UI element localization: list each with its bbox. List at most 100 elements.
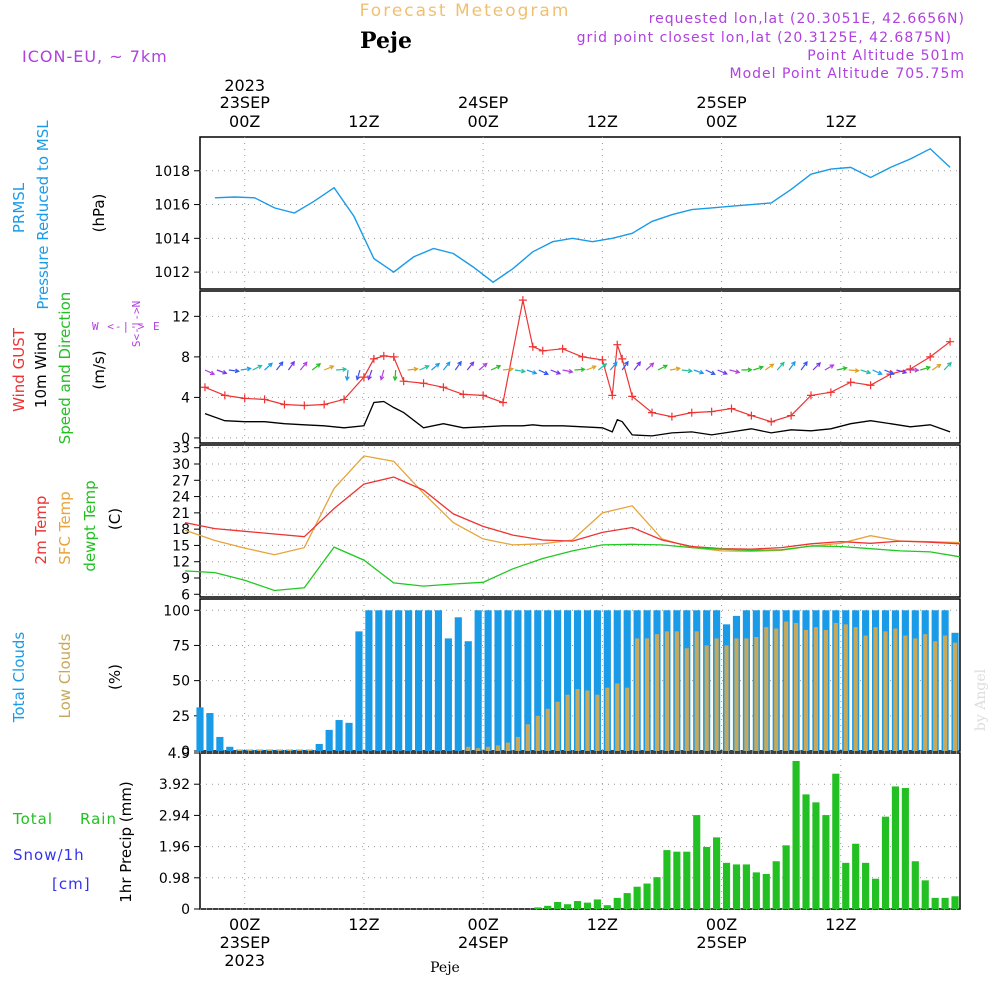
low-cloud-bar <box>674 631 679 751</box>
wind-direction-arrow <box>502 368 514 371</box>
gust-label: Wind GUST <box>10 327 28 412</box>
rain-label: Total <box>12 810 53 828</box>
panel-frame-temp <box>199 444 961 598</box>
gust-point <box>946 337 955 346</box>
bottom-hour-label: 12Z <box>587 915 618 934</box>
total-cloud-bar <box>196 707 204 751</box>
low-cloud-bar <box>813 627 819 751</box>
top-hour-label: 12Z <box>825 112 856 131</box>
precip-bar <box>573 901 582 909</box>
total-cloud-bar <box>424 610 433 751</box>
wind-direction-arrow <box>204 369 215 375</box>
low-cloud-bar <box>247 749 252 751</box>
low-cloud-bar <box>744 638 749 751</box>
wind-arrow-head <box>457 360 462 366</box>
gust-point <box>598 355 607 364</box>
total-cloud-bar <box>345 722 353 751</box>
watermark: by Angel <box>973 668 989 731</box>
total-cloud-bar <box>524 610 532 751</box>
precip-bar <box>941 897 949 909</box>
wind-arrow-head <box>914 367 920 373</box>
requested-coords: requested lon,lat (20.3051E, 42.6656N) <box>649 11 965 27</box>
wind-arrow-head <box>602 363 608 368</box>
wind-direction-arrow <box>574 368 585 371</box>
low-cloud-bar <box>883 631 888 751</box>
precip-bar <box>782 845 790 909</box>
gust-point <box>220 391 229 400</box>
gust-line <box>204 299 951 423</box>
total-cloud-bar <box>484 610 492 751</box>
gust-point <box>419 379 428 388</box>
y-tick-label-precip: 1.96 <box>159 840 190 856</box>
wind-desc-label: Speed and Direction <box>56 292 74 445</box>
low-cloud-bar <box>734 638 739 751</box>
wind-arrow-head <box>342 367 348 372</box>
gust-point <box>866 381 875 390</box>
total-cloud-bar <box>464 641 472 751</box>
temp-unit-label: (C) <box>106 508 124 530</box>
wind-arrow-head <box>636 361 642 367</box>
wind-arrow-head <box>877 370 883 376</box>
top-hour-label: 12Z <box>587 112 618 131</box>
precip-bar <box>871 878 880 909</box>
wind-direction-arrow <box>598 363 607 371</box>
wind-direction-arrow <box>287 361 295 371</box>
footer-location: Peje <box>430 960 460 976</box>
low-cloud-bar <box>267 749 272 751</box>
wind-direction-arrow <box>299 361 308 371</box>
wind-direction-arrow <box>538 369 549 375</box>
prmsl-unit-label: (hPa) <box>90 194 108 233</box>
gust-point <box>648 408 657 417</box>
wind-direction-arrow <box>788 361 796 371</box>
y-tick-label-temp: 18 <box>172 522 190 538</box>
low-cloud-bar <box>903 635 908 751</box>
gust-point <box>826 388 835 397</box>
gust-point <box>667 412 676 421</box>
wind-arrow-head <box>803 360 808 367</box>
precip-bar <box>832 773 840 909</box>
low-cloud-bar <box>644 638 650 751</box>
prmsl-line <box>214 147 951 284</box>
gust-point <box>906 365 915 374</box>
wind-direction-arrow <box>442 361 451 371</box>
wind-arrow-head <box>543 370 549 376</box>
bottom-date-label: 24SEP <box>458 933 509 952</box>
y-tick-label-temp: 27 <box>172 473 190 489</box>
wind-direction-arrow <box>454 361 462 371</box>
wind-direction-arrow <box>380 369 385 380</box>
gust-point <box>578 352 587 361</box>
panel-frame-pressure <box>199 136 961 290</box>
top-hour-label: 12Z <box>348 112 379 131</box>
total-cloud-bar <box>554 610 562 751</box>
y-tick-label-temp: 15 <box>172 538 190 554</box>
low-cloud-bar <box>943 635 948 751</box>
dewpt-line <box>185 543 961 592</box>
top-year-label: 2023 <box>224 76 265 95</box>
wind-arrow-head <box>842 366 848 371</box>
total-cloud-bar <box>216 736 224 751</box>
low-cloud-bar <box>952 642 958 751</box>
low-cloud-bar <box>684 648 689 751</box>
prmsl-desc-label: Pressure Reduced to MSL <box>34 120 52 310</box>
wind-arrow-head <box>344 376 350 382</box>
total-cloud-bar <box>583 610 592 751</box>
gust-point <box>787 411 796 420</box>
gust-point <box>926 352 935 361</box>
low-cloud-bar <box>605 687 610 751</box>
low-cloud-bar <box>307 749 312 751</box>
wind-arrow-head <box>379 375 385 381</box>
wind-direction-arrow <box>872 369 882 375</box>
compass-ns-label: S<-|->N <box>130 301 143 347</box>
precip-bar <box>722 862 731 909</box>
precip-bar <box>633 886 641 909</box>
low-cloud-bar <box>585 690 590 751</box>
wind-direction-arrow <box>407 368 418 371</box>
wind-direction-arrow <box>609 361 618 371</box>
cloud-unit-label: (%) <box>106 664 124 690</box>
y-tick-label-cloud: 50 <box>172 674 190 690</box>
precip-unit-label: 1hr Precip (mm) <box>117 781 135 902</box>
top-date-label: 24SEP <box>458 93 509 112</box>
model-altitude: Model Point Altitude 705.75m <box>730 66 965 82</box>
total-cloud-bar <box>494 610 502 751</box>
low-cloud-bar <box>257 749 262 751</box>
